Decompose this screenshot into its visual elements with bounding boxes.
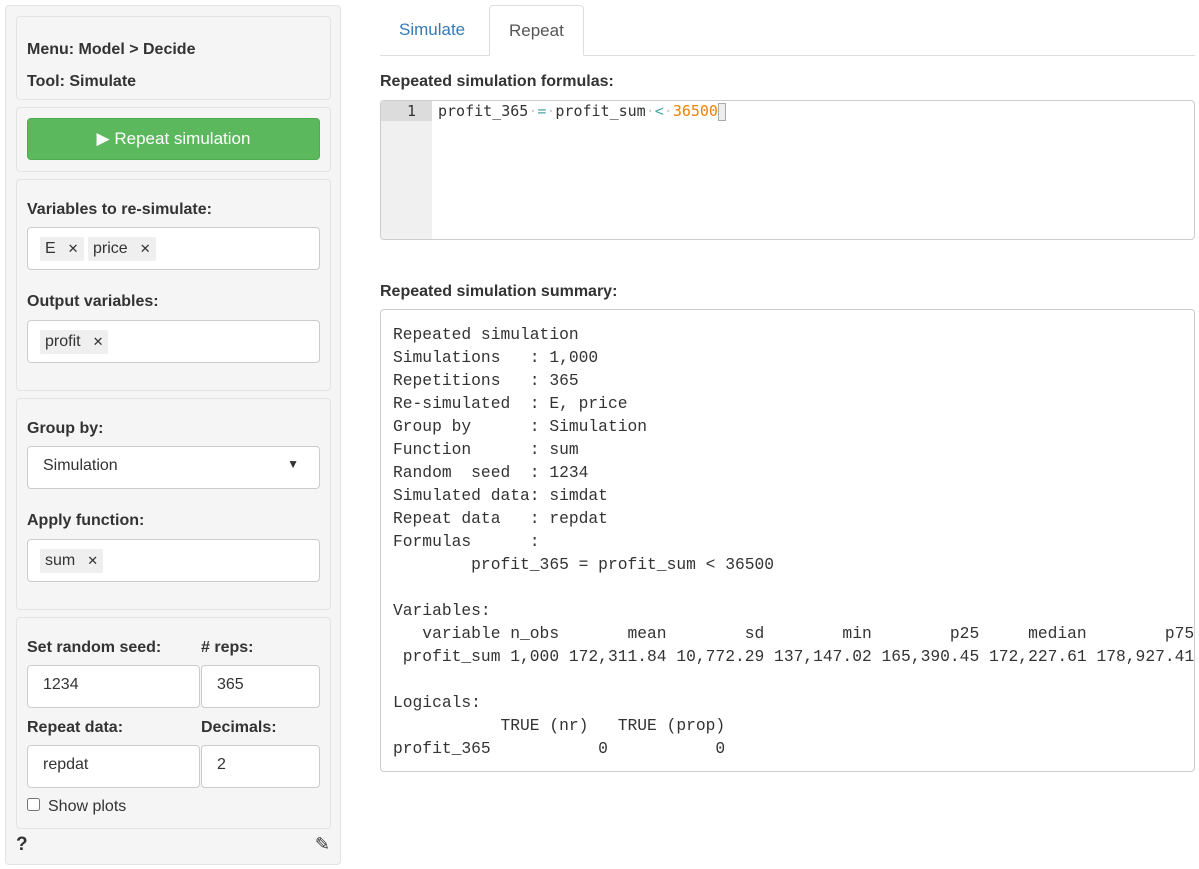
- token: profit_sum: [555, 102, 646, 120]
- summary-line: profit_365 = profit_sum < 36500: [393, 555, 775, 574]
- tag-sum: sum ✕: [40, 549, 104, 573]
- summary-line: Function : sum: [393, 440, 579, 459]
- summary-line: profit_365 0 0: [393, 739, 726, 758]
- variables-panel: Variables to re-simulate: E ✕ price ✕ Outp…: [16, 179, 331, 391]
- cursor: [717, 102, 726, 121]
- tab-simulate[interactable]: Simulate: [399, 20, 466, 39]
- group-by-select[interactable]: Simulation ▼: [27, 446, 320, 489]
- info-panel: Menu: Model > Decide Tool: Simulate: [16, 16, 331, 100]
- seed-label: Set random seed:: [27, 639, 162, 656]
- summary-line: [393, 668, 1182, 691]
- summary-line: Logicals:: [393, 693, 481, 712]
- play-icon: ▶: [96, 129, 110, 148]
- show-plots-checkbox[interactable]: [27, 798, 40, 811]
- decimals-input[interactable]: 2: [201, 745, 320, 788]
- group-label: Group by:: [27, 420, 104, 437]
- repeat-data-input[interactable]: repdat: [27, 745, 200, 788]
- tool-name: Tool: Simulate: [27, 73, 137, 90]
- sidebar: Menu: Model > Decide Tool: Simulate ▶ Re…: [5, 5, 341, 865]
- tab-repeat[interactable]: Repeat: [489, 5, 584, 56]
- menu-path: Menu: Model > Decide: [27, 41, 196, 58]
- summary-line: Repeated simulation: [393, 325, 579, 344]
- summary-line: Formulas :: [393, 532, 540, 551]
- edit-icon[interactable]: ✎: [314, 834, 330, 854]
- func-label: Apply function:: [27, 512, 145, 529]
- summary-line: variable n_obs mean sd min p25 median p7…: [393, 624, 1195, 643]
- group-value: Simulation: [43, 457, 118, 474]
- remove-icon[interactable]: ✕: [139, 241, 151, 256]
- token: =: [537, 102, 547, 120]
- tag-label: price: [93, 240, 128, 257]
- summary-line: Repetitions : 365: [393, 371, 579, 390]
- summary-line: Random seed : 1234: [393, 463, 589, 482]
- summary-line: Simulations : 1,000: [393, 348, 599, 367]
- summary-line: Group by : Simulation: [393, 417, 648, 436]
- output-select[interactable]: profit ✕: [27, 320, 320, 363]
- resim-label: Variables to re-simulate:: [27, 201, 212, 218]
- token: <: [654, 102, 664, 120]
- decimals-label: Decimals:: [201, 719, 277, 736]
- token: 36500: [672, 102, 718, 120]
- tag-profit: profit ✕: [40, 330, 109, 354]
- run-panel: ▶ Repeat simulation: [16, 107, 331, 172]
- summary-line: Variables:: [393, 601, 491, 620]
- resim-select[interactable]: E ✕ price ✕: [27, 227, 320, 270]
- remove-icon[interactable]: ✕: [87, 553, 99, 568]
- tag-e: E ✕: [40, 237, 84, 261]
- summary-line: Re-simulated : E, price: [393, 394, 628, 413]
- formulas-title: Repeated simulation formulas:: [380, 73, 614, 90]
- remove-icon[interactable]: ✕: [67, 241, 79, 256]
- summary-line: Repeat data : repdat: [393, 509, 608, 528]
- summary-title: Repeated simulation summary:: [380, 283, 618, 300]
- summary-line: profit_sum 1,000 172,311.84 10,772.29 13…: [393, 647, 1195, 666]
- tag-label: profit: [45, 333, 81, 350]
- tag-price: price ✕: [88, 237, 156, 261]
- tag-label: sum: [45, 552, 76, 569]
- remove-icon[interactable]: ✕: [92, 334, 104, 349]
- function-select[interactable]: sum ✕: [27, 539, 320, 582]
- formula-line: profit_365·=·profit_sum·<·36500: [438, 101, 726, 121]
- help-icon[interactable]: ?: [16, 834, 28, 855]
- reps-input[interactable]: 365: [201, 665, 320, 708]
- group-panel: Group by: Simulation ▼ Apply function: su…: [16, 398, 331, 610]
- summary-line: Simulated data: simdat: [393, 486, 608, 505]
- output-label: Output variables:: [27, 293, 159, 310]
- button-label: Repeat simulation: [114, 129, 251, 148]
- token: profit_365: [438, 102, 529, 120]
- tab-bar: Simulate Repeat: [380, 5, 1195, 56]
- repeat-simulation-button[interactable]: ▶ Repeat simulation: [27, 118, 320, 160]
- line-number: 1: [381, 101, 432, 121]
- caret-down-icon: ▼: [287, 457, 299, 471]
- summary-output: Repeated simulation Simulations : 1,000 Re…: [380, 309, 1195, 772]
- tag-label: E: [45, 240, 56, 257]
- show-plots-label: Show plots: [48, 798, 127, 815]
- editor-gutter: 1: [381, 101, 432, 239]
- seed-input[interactable]: 1234: [27, 665, 200, 708]
- summary-line: TRUE (nr) TRUE (prop): [393, 716, 726, 735]
- repdata-label: Repeat data:: [27, 719, 124, 736]
- formula-editor[interactable]: 1 profit_365·=·profit_sum·<·36500: [380, 100, 1195, 240]
- show-plots-option[interactable]: Show plots: [27, 798, 126, 816]
- reps-label: # reps:: [201, 639, 254, 656]
- summary-line: [393, 576, 1182, 599]
- settings-panel: Set random seed: # reps: 1234 365 Repeat…: [16, 617, 331, 829]
